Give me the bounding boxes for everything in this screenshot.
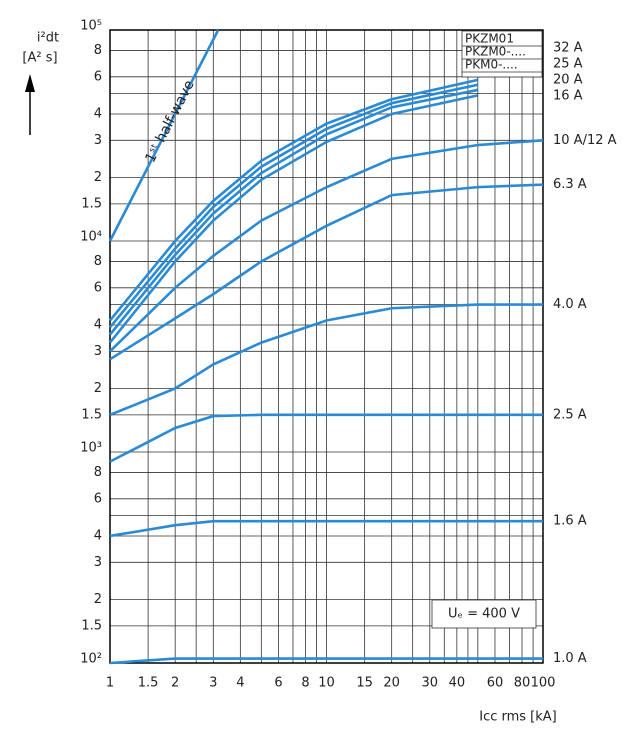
series-label: 2.5 A: [553, 407, 587, 422]
annotation: Uₑ = 400 V: [448, 607, 520, 622]
series-line: [109, 519, 543, 538]
legend-text: PKZM0-....: [465, 45, 526, 59]
y-tick-label: 2: [94, 592, 102, 607]
y-tick-label: 1.5: [81, 407, 102, 422]
x-tick-label: 1.5: [138, 676, 159, 691]
x-tick-label: 6: [274, 676, 282, 691]
y-tick-label: 2: [94, 170, 102, 185]
y-tick-label: 3: [94, 133, 102, 148]
y-tick-label: 6: [94, 280, 102, 295]
series-line: [108, 83, 479, 329]
y-tick-label: 10²: [80, 652, 102, 667]
x-tick-label: 40: [449, 676, 466, 691]
series-line: [109, 183, 544, 361]
y-tick-label: 4: [94, 528, 102, 543]
series-line: [108, 94, 479, 344]
x-tick-label: 2: [171, 676, 179, 691]
reference-line: [108, 29, 220, 242]
y-tick-label: 8: [94, 254, 102, 269]
series-label: 4.0 A: [553, 297, 587, 312]
series-label: 32 A: [553, 41, 583, 56]
x-tick-label: 80: [514, 676, 531, 691]
y-tick-label: 10⁴: [80, 230, 102, 245]
reference-label: 1ˢᵗ half-wave: [142, 78, 197, 166]
x-tick-label: 20: [383, 676, 400, 691]
y-label: [A² s]: [22, 51, 57, 66]
x-tick-label: 15: [356, 676, 373, 691]
annotation-box: [431, 599, 537, 629]
y-tick-label: 1.5: [81, 618, 102, 633]
series-line: [108, 88, 479, 336]
series-line: [109, 657, 543, 665]
series-label: 25 A: [553, 57, 583, 72]
series-line: [109, 139, 544, 353]
x-label: Icc rms [kA]: [479, 710, 557, 725]
series-label: 1.0 A: [553, 651, 587, 666]
y-tick-label: 4: [94, 317, 102, 332]
y-tick-label: 10⁵: [80, 19, 102, 34]
series-label: 16 A: [553, 89, 583, 104]
y-tick-label: 10³: [80, 441, 102, 456]
series-line: [109, 413, 543, 463]
y-tick-label: 4: [94, 106, 102, 121]
series-label: 10 A/12 A: [553, 133, 617, 148]
legend-text: PKZM01: [465, 32, 514, 46]
arrow-head: [25, 74, 35, 92]
y-tick-label: 6: [94, 491, 102, 506]
x-tick-label: 10: [318, 676, 335, 691]
legend-box: [461, 30, 543, 78]
y-tick-label: 2: [94, 381, 102, 396]
series-line: [109, 303, 543, 417]
legend-text: PKM0-....: [465, 58, 518, 72]
x-tick-label: 60: [487, 676, 504, 691]
y-tick-label: 8: [94, 465, 102, 480]
x-tick-label: 4: [236, 676, 244, 691]
x-tick-label: 30: [422, 676, 439, 691]
y-tick-label: 3: [94, 555, 102, 570]
x-tick-label: 100: [531, 676, 556, 691]
plot-frame: [109, 29, 544, 664]
x-tick-label: 1: [106, 676, 114, 691]
y-tick-label: 8: [94, 43, 102, 58]
series-label: 1.6 A: [553, 514, 587, 529]
x-tick-label: 8: [301, 676, 309, 691]
y-tick-label: 6: [94, 69, 102, 84]
series-label: 6.3 A: [553, 177, 587, 192]
series-line: [108, 78, 479, 322]
y-tick-label: 1.5: [81, 196, 102, 211]
y-label: i²dt: [37, 31, 59, 46]
x-tick-label: 3: [209, 676, 217, 691]
series-label: 20 A: [553, 73, 583, 88]
y-tick-label: 3: [94, 344, 102, 359]
